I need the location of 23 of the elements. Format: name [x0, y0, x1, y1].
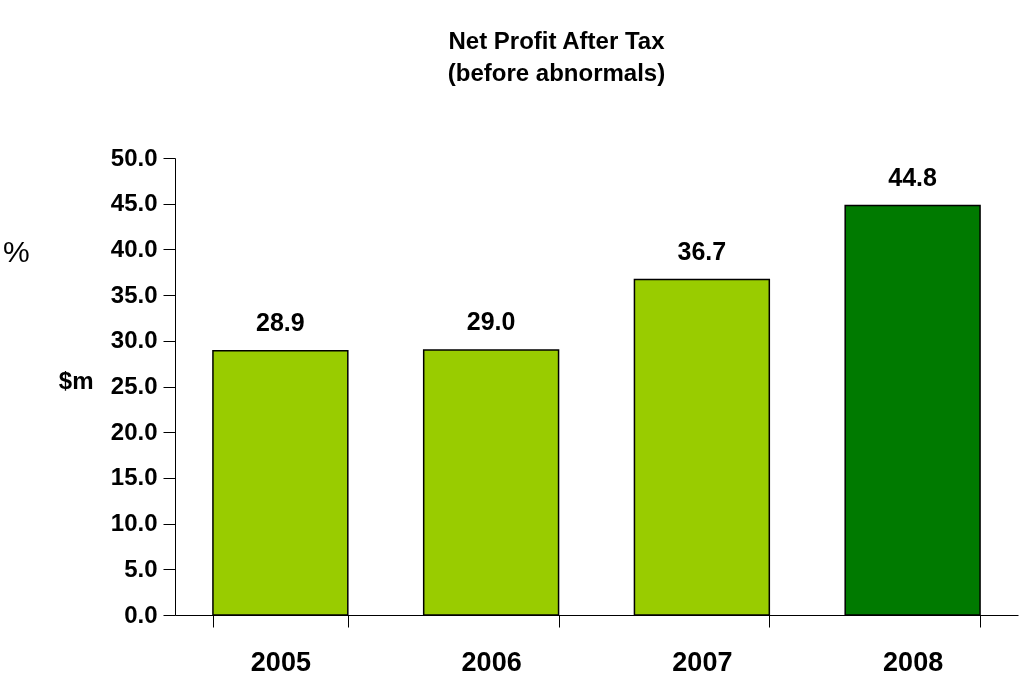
y-tick-label: 20.0 — [110, 417, 158, 445]
x-tick-label: 2007 — [672, 646, 733, 677]
y-tick-label: 10.0 — [110, 509, 158, 537]
y-tick-label: 0.0 — [124, 600, 158, 628]
y-tick-label: 5.0 — [124, 554, 158, 582]
y-axis-title: $m — [58, 367, 94, 395]
y-tick-label: 15.0 — [110, 463, 158, 491]
y-tick-label: 25.0 — [110, 372, 158, 399]
y-tick-label: 50.0 — [110, 143, 158, 171]
y-tick-label: 40.0 — [110, 234, 158, 262]
y-tick-label: 35.0 — [110, 280, 158, 308]
y-tick-label: 30.0 — [110, 326, 158, 354]
text: % — [3, 235, 30, 268]
x-tick-label: 2006 — [461, 646, 522, 677]
text: Net Profit After Tax — [448, 27, 665, 54]
y-tick-label: 45.0 — [110, 189, 158, 217]
text: (before abnormals) — [447, 59, 666, 86]
data-label: 36.7 — [677, 236, 727, 265]
x-tick-label: 2005 — [250, 646, 311, 677]
data-label: 28.9 — [256, 307, 305, 336]
x-tick-label: 2008 — [883, 646, 944, 677]
data-label: 29.0 — [466, 306, 516, 335]
data-label: 44.8 — [888, 162, 938, 191]
